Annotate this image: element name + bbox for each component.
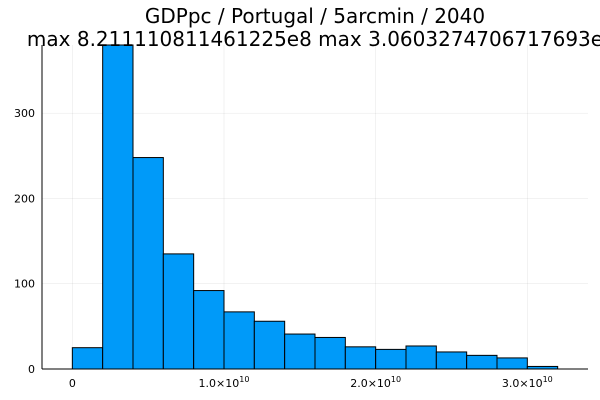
histogram-bar [375,348,407,370]
histogram-bar [496,357,528,370]
y-tick-label: 0 [28,363,35,376]
x-tick-labels: 0 1.0×1010 2.0×1010 3.0×1010 [69,375,553,390]
histogram-bar [71,347,104,370]
histogram-bar [132,157,164,370]
histogram-bar [102,44,134,370]
x-tick-label: 2.0×1010 [350,375,401,390]
histogram-bar [223,311,255,370]
y-tick-label: 300 [14,107,35,120]
x-tick-label: 3.0×1010 [502,375,553,390]
histogram-bar [253,320,286,370]
y-tick-label: 100 [14,278,35,291]
axes [41,45,588,370]
histogram-bar [193,290,225,370]
y-tick-label: 200 [14,192,35,205]
chart-title: GDPpc / Portugal / 5arcmin / 2040 [145,4,485,28]
histogram-bar [405,345,437,370]
x-tick-exponent: 10 [543,375,553,384]
y-tick-labels: 0 100 200 300 [14,107,35,376]
histogram-bar [466,354,498,370]
histogram-bar [344,346,377,370]
chart-subtitle: max 8.211110811461225e8 max 3.0603274706… [27,27,600,51]
x-tick-exponent: 10 [391,375,401,384]
x-tick-label: 0 [69,377,76,390]
x-tick-label: 1.0×1010 [199,375,250,390]
histogram-bar [314,336,346,370]
x-tick-exponent: 10 [239,375,249,384]
histogram-bars [71,44,559,370]
histogram-bar [435,351,468,370]
histogram-bar [284,333,316,370]
histogram-bar [162,253,195,370]
